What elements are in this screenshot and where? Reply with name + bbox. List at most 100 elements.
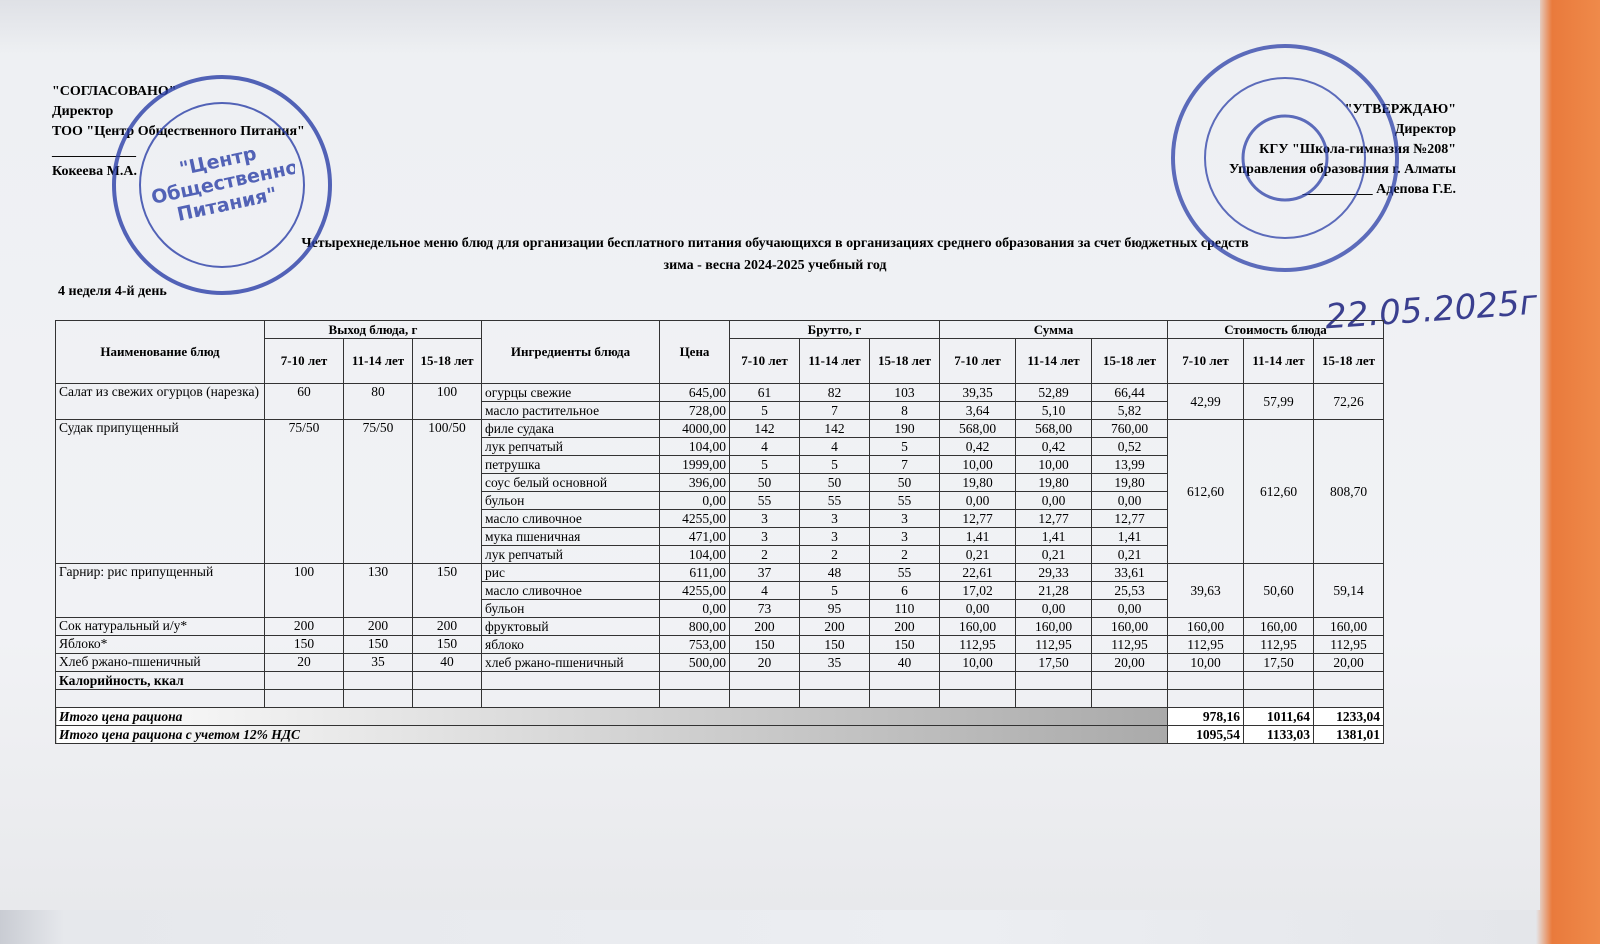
ingredient-brutto: 48 bbox=[799, 563, 870, 582]
dish-name: Гарнир: рис припущенный bbox=[55, 563, 265, 618]
ingredient-name: хлеб ржано-пшеничный bbox=[481, 653, 660, 672]
ingredient-sum: 10,00 bbox=[939, 653, 1016, 672]
ingredient-brutto: 73 bbox=[729, 599, 800, 618]
table-row: Итого цена рациона с учетом 12% НДС 1095,… bbox=[55, 725, 1384, 744]
day-label: 4 неделя 4-й день bbox=[58, 284, 167, 299]
ingredient-name: масло сливочное bbox=[481, 509, 660, 528]
ingredient-name: бульон bbox=[481, 599, 660, 618]
stamp-ring bbox=[112, 75, 332, 295]
ingredient-name: лук репчатый bbox=[481, 437, 660, 456]
total-value: 1011,64 bbox=[1243, 707, 1314, 726]
ingredient-name: мука пшеничная bbox=[481, 527, 660, 546]
ingredient-brutto: 150 bbox=[729, 635, 800, 654]
subtitle: зима - весна 2024-2025 учебный год bbox=[663, 258, 887, 273]
signatory-name: Адепова Г.Е. bbox=[1376, 182, 1456, 197]
signature-line: ____________ bbox=[52, 144, 136, 159]
ingredient-name: лук репчатый bbox=[481, 545, 660, 564]
total-value: 1233,04 bbox=[1313, 707, 1384, 726]
ingredient-name: бульон bbox=[481, 491, 660, 510]
header-age: 15-18 лет bbox=[1313, 338, 1384, 384]
header-age: 11-14 лет bbox=[1015, 338, 1092, 384]
header-age: 15-18 лет bbox=[412, 338, 482, 384]
dish-cost: 50,60 bbox=[1243, 563, 1314, 618]
department: Управления образования г. Алматы bbox=[1228, 162, 1456, 177]
dish-output: 75/50 bbox=[264, 419, 344, 564]
ingredient-sum: 20,00 bbox=[1091, 653, 1168, 672]
stamp-emblem bbox=[1241, 114, 1329, 202]
table-row: Хлеб ржано-пшеничный 20 35 40 хлеб ржано-пше… bbox=[55, 653, 1384, 672]
approval-right: "УТВЕРЖДАЮ" Директор КГУ "Школа-гимназия… bbox=[1130, 100, 1456, 200]
ingredient-sum: 568,00 bbox=[1015, 419, 1092, 438]
organization: ТОО "Центр Общественного Питания" bbox=[52, 124, 305, 139]
title: Четырехнедельное меню блюд для организац… bbox=[301, 236, 1249, 251]
dish-output: 200 bbox=[412, 617, 482, 636]
dish-output: 40 bbox=[412, 653, 482, 672]
dish-cost: 612,60 bbox=[1167, 419, 1244, 564]
stamp-ring bbox=[1171, 44, 1399, 272]
position: Директор bbox=[52, 104, 114, 119]
header-age: 7-10 лет bbox=[939, 338, 1016, 384]
ingredient-sum: 1,41 bbox=[1091, 527, 1168, 546]
table-row: соус белый основной 396,00 50 50 50 19,80 19,8… bbox=[56, 473, 1384, 492]
ingredient-sum: 10,00 bbox=[939, 455, 1016, 474]
position: Директор bbox=[1394, 122, 1456, 137]
ingredient-brutto: 110 bbox=[869, 599, 940, 618]
table-row: бульон 0,00 55 55 55 0,00 0,00 0,00 bbox=[56, 491, 1384, 510]
ingredient-sum: 112,95 bbox=[1015, 635, 1092, 654]
dish-output: 100 bbox=[412, 383, 482, 420]
header-brutto: Брутто, г bbox=[729, 320, 940, 339]
stamp-text-box: "Центр Общественного Питания" bbox=[150, 150, 295, 226]
dish-cost: 10,00 bbox=[1167, 653, 1244, 672]
dish-name: Хлеб ржано-пшеничный bbox=[55, 653, 265, 672]
table-row: Наименование блюд Выход блюда, г Ингредиен… bbox=[55, 320, 1384, 384]
total-value: 978,16 bbox=[1167, 707, 1244, 726]
menu-table: Наименование блюд Выход блюда, г Ингредиен… bbox=[55, 320, 1384, 744]
table-row: Итого цена рациона 978,16 1011,64 1233,04 bbox=[55, 707, 1384, 726]
ingredient-sum: 112,95 bbox=[1091, 635, 1168, 654]
organization: КГУ "Школа-гимназия №208" bbox=[1259, 142, 1456, 157]
ingredient-price: 500,00 bbox=[659, 653, 730, 672]
total-value: 1381,01 bbox=[1313, 725, 1384, 744]
total-value: 1133,03 bbox=[1243, 725, 1314, 744]
ingredient-price: 0,00 bbox=[659, 491, 730, 510]
ingredient-brutto: 142 bbox=[729, 419, 800, 438]
total-label: Итого цена рациона с учетом 12% НДС bbox=[55, 725, 1168, 744]
table-row: масло сливочное 4255,00 3 3 3 12,77 12,77 12,77 bbox=[56, 509, 1384, 528]
table-row: масло сливочное 4255,00 4 5 6 17,02 21,28 25,53 bbox=[56, 581, 1384, 600]
stamp-left: "Центр Общественного Питания" bbox=[112, 75, 332, 295]
table-row bbox=[55, 689, 1384, 708]
dish-output: 100/50 bbox=[412, 419, 482, 564]
table-row: лук репчатый 104,00 4 4 5 0,42 0,42 0,52 bbox=[56, 437, 1384, 456]
header-age: 11-14 лет bbox=[343, 338, 413, 384]
stamp-ring bbox=[1204, 77, 1366, 239]
dish-name: Салат из свежих огурцов (нарезка) bbox=[55, 383, 265, 420]
dish-cost: 612,60 bbox=[1243, 419, 1314, 564]
dish-cost: 59,14 bbox=[1313, 563, 1384, 618]
total-label: Итого цена рациона bbox=[55, 707, 1168, 726]
header-age: 7-10 лет bbox=[264, 338, 344, 384]
table-row: лук репчатый 104,00 2 2 2 0,21 0,21 0,21 bbox=[56, 545, 1384, 564]
header-price: Цена bbox=[659, 320, 730, 384]
ingredient-sum: 0,00 bbox=[1015, 599, 1092, 618]
ingredient-sum: 160,00 bbox=[1015, 617, 1092, 636]
stamp-text: "Центр Общественного Питания" bbox=[150, 150, 295, 226]
dish-name: Судак припущенный bbox=[55, 419, 265, 564]
calories-label: Калорийность, ккал bbox=[55, 671, 265, 690]
ingredient-brutto: 103 bbox=[869, 383, 940, 402]
heading: "СОГЛАСОВАНО" bbox=[52, 84, 177, 99]
header-dish: Наименование блюд bbox=[55, 320, 265, 384]
table-row: Салат из свежих огурцов (нарезка) 60 80 100… bbox=[55, 383, 1384, 420]
ingredient-sum: 1,41 bbox=[1015, 527, 1092, 546]
ingredient-brutto: 200 bbox=[729, 617, 800, 636]
ingredient-sum: 0,42 bbox=[1015, 437, 1092, 456]
header-age: 7-10 лет bbox=[729, 338, 800, 384]
dish-cost: 112,95 bbox=[1167, 635, 1244, 654]
table-row: 7-10 лет 11-14 лет 15-18 лет 7-10 лет 11-14 … bbox=[56, 338, 1384, 384]
table-row: Гарнир: рис припущенный 100 130 150 рис 611,0… bbox=[55, 563, 1384, 618]
signatory: __________ Адепова Г.Е. bbox=[1302, 182, 1456, 197]
ingredient-sum: 5,82 bbox=[1091, 401, 1168, 420]
ingredient-sum: 21,28 bbox=[1015, 581, 1092, 600]
dish-cost: 72,26 bbox=[1313, 383, 1384, 420]
